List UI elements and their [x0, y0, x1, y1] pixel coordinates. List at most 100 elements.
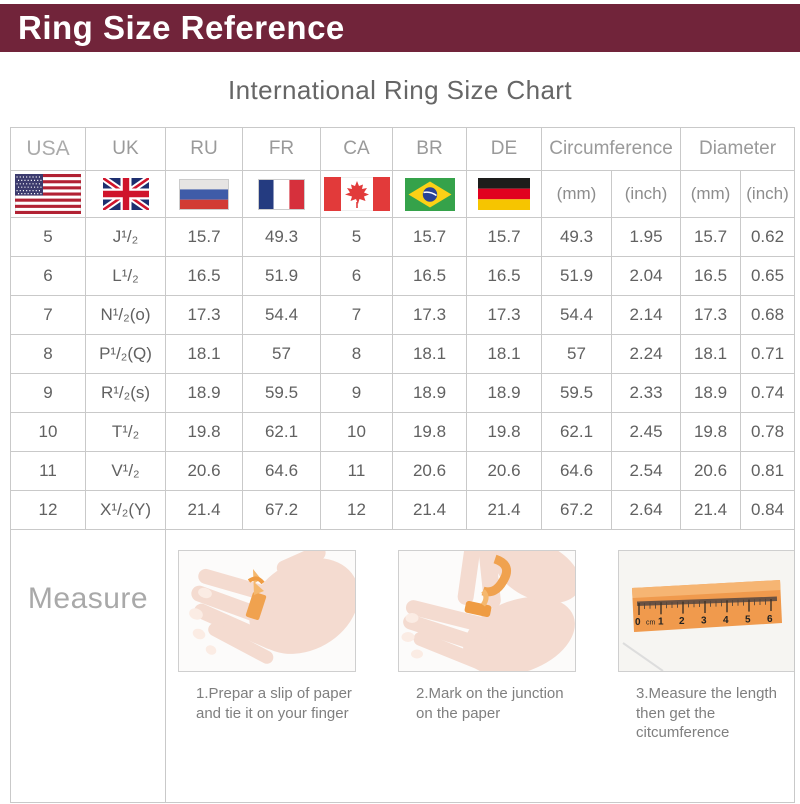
ru-flag-icon	[179, 178, 229, 210]
col-header-br: BR	[392, 127, 467, 171]
size-cell: 67.2	[541, 490, 612, 530]
size-cell: 15.7	[466, 217, 542, 257]
size-cell: 17.3	[165, 295, 243, 335]
measure-step-1-photo	[178, 550, 356, 672]
ruler-label: 6	[767, 614, 773, 625]
size-cell: 2.33	[610, 373, 682, 413]
br-flag-cell	[392, 170, 467, 218]
de-flag-cell	[466, 170, 542, 218]
size-cell: 62.1	[541, 412, 612, 452]
size-cell: 21.4	[165, 490, 243, 530]
de-flag-icon	[478, 178, 530, 210]
measure-step-1: 1.Prepar a slip of paper and tie it on y…	[178, 550, 364, 723]
size-cell: 8	[10, 334, 86, 374]
size-cell: 54.4	[541, 295, 612, 335]
size-cell: 2.54	[610, 451, 682, 491]
size-cell: 49.3	[242, 217, 321, 257]
size-cell: 11	[10, 451, 86, 491]
size-cell: 17.3	[466, 295, 542, 335]
size-cell: 9	[320, 373, 393, 413]
col-header-diameter: Diameter	[680, 127, 796, 171]
ruler-label: 1	[658, 617, 664, 628]
usa-flag-icon	[15, 174, 81, 214]
size-cell: 18.9	[466, 373, 542, 413]
size-cell: 17.3	[680, 295, 742, 335]
col-header-usa: USA	[10, 127, 86, 171]
diameter-inch-header: (inch)	[740, 170, 796, 218]
size-cell: 0.65	[740, 256, 796, 296]
size-cell: 19.8	[165, 412, 243, 452]
size-cell: 16.5	[392, 256, 467, 296]
banner-title: Ring Size Reference	[18, 9, 345, 46]
size-row: 6 L¹/₂ 16.5 51.9 6 16.5 16.5 51.9 2.04 16.5 0.65	[10, 256, 796, 296]
measure-label: Measure	[10, 529, 166, 803]
size-cell: 6	[320, 256, 393, 296]
size-cell: 18.1	[466, 334, 542, 374]
size-cell: 18.9	[392, 373, 467, 413]
circumference-inch-header: (inch)	[610, 170, 682, 218]
size-cell: 0.78	[740, 412, 796, 452]
measure-step-3-caption: 3.Measure the length then get the citcum…	[636, 685, 777, 741]
ruler-label: 3	[701, 616, 707, 627]
size-cell: 18.1	[392, 334, 467, 374]
size-cell: T¹/₂	[85, 412, 166, 452]
ruler-label: 2	[679, 616, 685, 627]
measure-step-2: 2.Mark on the junction on the paper	[398, 550, 584, 723]
col-header-uk: UK	[85, 127, 166, 171]
paper-strip-icon	[245, 569, 267, 621]
size-cell: 57	[242, 334, 321, 374]
size-cell: 21.4	[680, 490, 742, 530]
size-cell: 0.74	[740, 373, 796, 413]
size-cell: 0.68	[740, 295, 796, 335]
size-cell: 57	[541, 334, 612, 374]
measure-row: Measure	[10, 529, 796, 803]
size-cell: 62.1	[242, 412, 321, 452]
size-cell: 16.5	[466, 256, 542, 296]
size-cell: 0.62	[740, 217, 796, 257]
size-cell: 16.5	[165, 256, 243, 296]
size-cell: X¹/₂(Y)	[85, 490, 166, 530]
size-cell: 17.3	[392, 295, 467, 335]
size-cell: 20.6	[392, 451, 467, 491]
size-cell: 0.81	[740, 451, 796, 491]
size-cell: 2.45	[610, 412, 682, 452]
size-cell: 8	[320, 334, 393, 374]
size-cell: 0.84	[740, 490, 796, 530]
circumference-mm-header: (mm)	[541, 170, 612, 218]
size-cell: 64.6	[242, 451, 321, 491]
size-table-body: 5 J¹/₂ 15.7 49.3 5 15.7 15.7 49.3 1.95 15.7 0.62 6 L…	[10, 217, 796, 530]
size-row: 5 J¹/₂ 15.7 49.3 5 15.7 15.7 49.3 1.95 15.7 0.62	[10, 217, 796, 257]
ruler-strip-icon: 0 cm 1 2 3 4 5 6	[632, 580, 782, 632]
size-cell: 6	[10, 256, 86, 296]
ring-size-table: USA UK RU FR CA BR DE Circumference Diam…	[10, 127, 796, 803]
size-cell: 15.7	[165, 217, 243, 257]
size-cell: 18.9	[680, 373, 742, 413]
size-cell: 2.64	[610, 490, 682, 530]
paper-strip-icon	[464, 554, 512, 618]
size-cell: 10	[320, 412, 393, 452]
size-cell: 7	[10, 295, 86, 335]
size-cell: 9	[10, 373, 86, 413]
size-cell: 20.6	[680, 451, 742, 491]
ca-flag-icon	[323, 177, 390, 211]
measure-step-2-caption: 2.Mark on the junction on the paper	[416, 685, 564, 722]
measure-steps: 1.Prepar a slip of paper and tie it on y…	[178, 550, 794, 743]
fr-flag-icon	[258, 178, 305, 210]
size-cell: 59.5	[541, 373, 612, 413]
size-cell: 19.8	[466, 412, 542, 452]
measure-steps-cell: 1.Prepar a slip of paper and tie it on y…	[164, 529, 796, 803]
size-cell: 18.9	[165, 373, 243, 413]
size-row: 11 V¹/₂ 20.6 64.6 11 20.6 20.6 64.6 2.54 20.6 0.81	[10, 451, 796, 491]
measure-step-3-photo: 0 cm 1 2 3 4 5 6	[618, 550, 794, 672]
header-row-flags: (mm) (inch) (mm) (inch)	[10, 170, 796, 218]
size-cell: 20.6	[466, 451, 542, 491]
size-cell: 64.6	[541, 451, 612, 491]
ru-flag-cell	[165, 170, 243, 218]
size-row: 8 P¹/₂(Q) 18.1 57 8 18.1 18.1 57 2.24 18.1 0.71	[10, 334, 796, 374]
size-row: 9 R¹/₂(s) 18.9 59.5 9 18.9 18.9 59.5 2.33 18.9 0.7…	[10, 373, 796, 413]
size-cell: 2.14	[610, 295, 682, 335]
col-header-ca: CA	[320, 127, 393, 171]
header-row-codes: USA UK RU FR CA BR DE Circumference Diam…	[10, 127, 796, 171]
size-cell: 67.2	[242, 490, 321, 530]
measure-step-3: 0 cm 1 2 3 4 5 6	[618, 550, 794, 743]
